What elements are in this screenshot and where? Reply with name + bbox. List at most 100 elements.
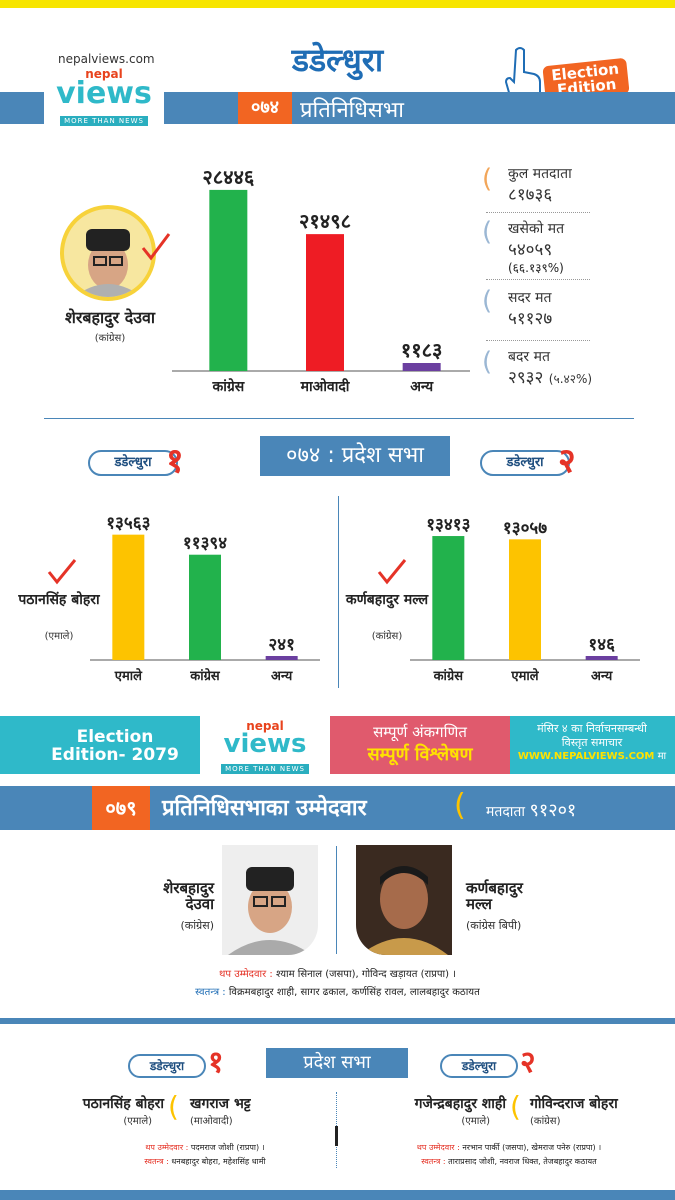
p2079-d1-cand2: खगराज भट्ट (190, 1096, 251, 1112)
p2079-d2-number: २ (520, 1045, 536, 1080)
district2-number: २ (558, 441, 576, 481)
bar-value-label: १३४१३ (426, 515, 470, 535)
district1-pill: डडेल्धुरा (88, 450, 178, 476)
stat-label: बदर मत (508, 349, 550, 365)
stats-column: ​( कुल मतदाता ८१७३६ ( खसेको मत ५४०५९ (६६… (482, 162, 602, 401)
cand2-party: (कांग्रेस बिपी) (466, 919, 522, 932)
p2079-d2-cand2: गोविन्दराज बोहरा (530, 1096, 618, 1112)
voters-2079: मतदाता ९१२०१ (486, 798, 576, 822)
category-label: एमाले (510, 668, 539, 684)
p2079-d2-cand1: गजेन्द्रबहादुर शाही (414, 1096, 506, 1112)
stat-total-voters: ​( कुल मतदाता ८१७३६ (482, 162, 602, 212)
tilde-icon: ( (482, 217, 493, 247)
logo-tagline: MORE THAN NEWS (60, 116, 148, 126)
tilde-icon: ( (510, 1090, 521, 1123)
banner-right-site: WWW.NEPALVIEWS.COM (517, 751, 655, 762)
district1-number: १ (166, 441, 184, 481)
voters-value: ९१२०१ (529, 800, 577, 821)
cand1-name-line1: शेरबहादुर (163, 879, 214, 897)
chart-provincial2-2074: १३४१३ कांग्रेस १३०५७ एमाले १४६ अन्य (410, 515, 640, 684)
p2079-d1-pill: डडेल्धुरा (128, 1054, 206, 1078)
bar-1 (509, 539, 541, 660)
cand1-name: शेरबहादुर देउवा (130, 880, 214, 912)
provincial-2074-title: ०७४ : प्रदेश सभा (260, 436, 450, 476)
stat-label: खसेको मत (508, 221, 565, 237)
bar-0 (432, 536, 465, 660)
category-label: अन्य (410, 379, 434, 395)
malla-portrait-icon (360, 866, 448, 955)
bar-0 (112, 534, 145, 660)
banner-right-text: मंसिर ४ का निर्वाचनसम्बन्धी विस्तृत समाच… (512, 722, 672, 764)
nepalviews-logo: nepal views MORE THAN NEWS (44, 68, 164, 126)
banner-edition-text: Election Edition- 2079 (51, 727, 179, 765)
bar-value-label: २४१ (268, 635, 295, 655)
cand2-name-line2: मल्ल (466, 895, 492, 913)
p2079-d1-other: थप उम्मेदवार : पदमराज जोशी (राप्रपा) । (80, 1142, 330, 1153)
provincial2-party: (कांग्रेस) (371, 631, 403, 642)
p2079-d1-cand1: पठानसिंह बोहरा (82, 1096, 164, 1112)
category-label: एमाले (114, 668, 143, 684)
bar-1 (189, 554, 221, 660)
stat-divider (486, 279, 590, 280)
voters-label: मतदाता (486, 804, 526, 820)
stat-label: सदर मत (508, 290, 552, 306)
category-label: अन्य (591, 669, 613, 684)
district2-pill: डडेल्धुरा (480, 450, 570, 476)
indep-text: विक्रमबहादुर शाही, सागर ढकाल, कर्णसिंह र… (228, 987, 480, 998)
chart-provincial1-2074: १३५६३ एमाले ११३९४ कांग्रेस २४१ अन्य (90, 514, 320, 684)
deuba-portrait-icon (228, 867, 312, 955)
candidate-divider (336, 846, 337, 954)
stat-divider (486, 340, 590, 341)
bar-value-label: १३०५७ (503, 518, 547, 538)
cand2-photo (356, 845, 452, 955)
independent-candidates-row: स्वतन्त्र : विक्रमबहादुर शाही, सागर ढकाल… (0, 984, 675, 998)
bar-1 (306, 234, 344, 371)
banner-logo-area: nepal views MORE THAN NEWS (200, 716, 330, 774)
p2079-d2-indep-label: स्वतन्त्र : (421, 1157, 446, 1166)
stat-label: कुल मतदाता (508, 166, 572, 182)
other-label: थप उम्मेदवार : (218, 969, 273, 980)
p2079-d2-indep: स्वतन्त्र : ताराप्रसाद जोशी, नवराज धिक्त… (346, 1156, 672, 1167)
stat-value-main: २९३२ (508, 368, 544, 388)
banner-logo-tagline: MORE THAN NEWS (221, 764, 309, 774)
category-label: अन्य (271, 669, 293, 684)
section-separator (0, 1018, 675, 1024)
winner-tick-icon (47, 559, 77, 585)
tilde-icon: ( (454, 788, 466, 823)
provincial1-party: (एमाले) (44, 631, 74, 642)
section-divider (44, 418, 634, 419)
stat-value: ५४०५९ (508, 240, 553, 260)
banner-pink-line1: सम्पूर्ण अंकगणित (373, 723, 467, 741)
winner-party-federal: (कांग्रेस) (94, 333, 126, 344)
tilde-icon: ( (482, 347, 493, 377)
bar-value-label: १४६ (588, 635, 615, 655)
candidates-2079-title: प्रतिनिधिसभाका उम्मेदवार (162, 796, 367, 821)
stat-valid-votes: ( सदर मत ५११२७ (482, 280, 602, 340)
stat-extra: (५.४२%) (548, 372, 593, 386)
deuba-portrait-icon (74, 229, 142, 297)
provincial-divider (338, 496, 339, 688)
cand1-photo (222, 845, 318, 955)
tilde-icon: ( (482, 286, 493, 316)
bottom-bar (0, 1190, 675, 1200)
provincial-2079-title: प्रदेश सभा (266, 1048, 408, 1078)
stat-value: ८१७३६ (508, 185, 553, 205)
year-box-2079: ०७९ (92, 786, 150, 830)
banner-logo-nepal: nepal (246, 719, 284, 733)
bar-value-label: ११८३ (401, 338, 443, 362)
banner-right-suffix: मा (657, 751, 667, 762)
winner-name-federal: शेरबहादुर देउवा (64, 308, 156, 327)
year-box-2074: ०७४ (238, 92, 292, 124)
p2079-d1-cand1-party: (एमाले) (123, 1116, 152, 1127)
stat-value: ५११२७ (508, 309, 553, 329)
tilde-icon: ​( (482, 164, 493, 194)
p2079-d1-indep-text: धनबहादुर बोहरा, महेशसिंह धामी (171, 1157, 266, 1166)
stat-divider (486, 212, 590, 213)
p2079-d1-number: १ (208, 1045, 224, 1080)
stat-invalid-votes: ( बदर मत २९३२ (५.४२%) (482, 341, 602, 401)
p2079-d2-cand1-party: (एमाले) (461, 1116, 490, 1127)
p2079-d2-indep-text: ताराप्रसाद जोशी, नवराज धिक्त, तेजबहादुर … (448, 1157, 597, 1166)
p2079-divider-mark (335, 1126, 338, 1146)
p2079-d1-other-text: पदमराज जोशी (राप्रपा) । (190, 1143, 265, 1152)
bar-2 (265, 656, 298, 660)
